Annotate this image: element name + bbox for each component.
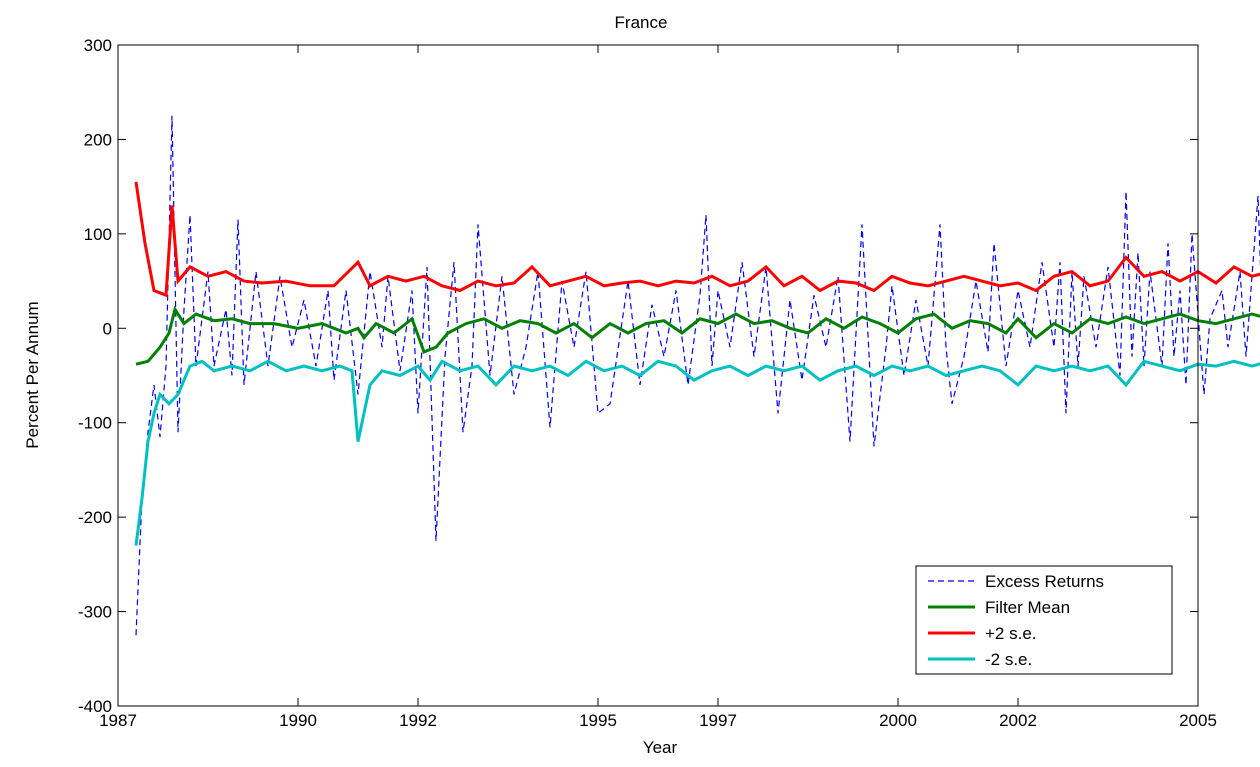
x-axis-label: Year (643, 738, 678, 757)
legend-box (915, 565, 1173, 675)
x-tick-label: 1997 (699, 711, 737, 730)
x-tick-label: 1990 (279, 711, 317, 730)
legend-label: Filter Mean (985, 598, 1070, 617)
y-tick-label: -400 (78, 697, 112, 716)
legend-label: +2 s.e. (985, 624, 1037, 643)
y-tick-label: 200 (84, 130, 112, 149)
y-tick-label: -100 (78, 414, 112, 433)
y-tick-label: 0 (103, 319, 112, 338)
x-tick-label: 1987 (99, 711, 137, 730)
x-tick-label: 1995 (579, 711, 617, 730)
y-axis-label: Percent Per Annum (23, 301, 42, 448)
y-tick-label: -200 (78, 508, 112, 527)
plot-frame (117, 44, 1199, 707)
chart-title: France (615, 13, 668, 32)
series-line-2-s-e (134, 359, 1260, 546)
series-line-2-s-e (134, 181, 1260, 298)
legend-label: Excess Returns (985, 572, 1104, 591)
x-tick-label: 2002 (999, 711, 1037, 730)
y-tick-label: 300 (84, 36, 112, 55)
x-tick-label: 2000 (879, 711, 917, 730)
x-axis: 1987 1990 1992 1995 1997 2000 2002 2005 (99, 45, 1217, 730)
legend-label: -2 s.e. (985, 650, 1032, 669)
y-axis: -400 -300 -200 -100 0 100 200 300 (78, 36, 1198, 716)
legend: Excess Returns Filter Mean +2 s.e. -2 s.e. (915, 565, 1173, 675)
series-line-filter-mean (135, 305, 1260, 366)
y-tick-label: -300 (78, 603, 112, 622)
series-line-excess-returns (135, 115, 1260, 636)
x-tick-label: 1992 (399, 711, 437, 730)
plot-lines (134, 115, 1260, 636)
x-tick-label: 2005 (1179, 711, 1217, 730)
y-tick-label: 100 (84, 225, 112, 244)
